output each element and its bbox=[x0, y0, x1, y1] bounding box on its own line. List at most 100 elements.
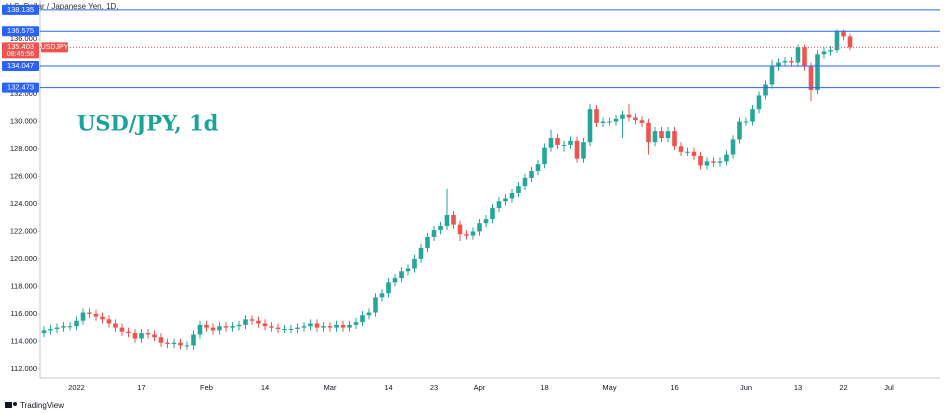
candle-body bbox=[210, 327, 216, 331]
candle-body bbox=[249, 319, 255, 321]
y-tick-label: 128.000 bbox=[10, 144, 37, 153]
candle-body bbox=[392, 278, 398, 283]
x-tick-label: 2022 bbox=[68, 383, 85, 392]
candle-body bbox=[425, 236, 430, 248]
symbol-box bbox=[41, 42, 68, 53]
candle-body bbox=[646, 122, 651, 143]
candle-body bbox=[568, 140, 573, 145]
candle-body bbox=[334, 324, 339, 328]
candle-body bbox=[139, 333, 144, 339]
candle-body bbox=[236, 324, 242, 327]
y-tick-label: 112.000 bbox=[10, 364, 37, 373]
candle-body bbox=[340, 324, 346, 328]
candle-body bbox=[308, 323, 313, 327]
candle-body bbox=[67, 326, 73, 328]
candle-body bbox=[386, 282, 391, 294]
candle-body bbox=[711, 161, 716, 163]
candle-body bbox=[717, 161, 723, 163]
candle-body bbox=[353, 322, 359, 325]
candle-body bbox=[74, 320, 79, 327]
candle-body bbox=[594, 109, 599, 123]
logo bbox=[5, 402, 17, 408]
candle-body bbox=[399, 271, 404, 279]
x-tick-label: 14 bbox=[261, 383, 269, 392]
candle-body bbox=[457, 224, 463, 235]
y-tick-label: 114.000 bbox=[10, 336, 37, 345]
header: U.S. Dollar / Japanese Yen, 1D, bbox=[6, 2, 119, 11]
y-tick-label: 122.000 bbox=[10, 226, 37, 235]
symbol-label: USDJPY bbox=[41, 44, 69, 51]
candle-body bbox=[600, 121, 606, 123]
candle-body bbox=[652, 131, 658, 143]
candle-body bbox=[503, 198, 508, 202]
x-tick-label: 16 bbox=[670, 383, 678, 392]
level-label: 136.575 bbox=[7, 26, 34, 35]
x-tick-label: 17 bbox=[137, 383, 145, 392]
candle-body bbox=[412, 258, 417, 269]
candle-body bbox=[379, 293, 385, 298]
candle-body bbox=[470, 231, 476, 236]
candle-body bbox=[282, 328, 287, 330]
candle-body bbox=[581, 142, 586, 159]
candle-body bbox=[665, 131, 671, 139]
candle-body bbox=[763, 84, 768, 96]
candle-body bbox=[269, 326, 274, 328]
candle-body bbox=[61, 326, 66, 328]
candle-body bbox=[828, 50, 833, 52]
y-tick-label: 124.000 bbox=[10, 199, 37, 208]
candle-body bbox=[737, 121, 742, 140]
level-label: 134.047 bbox=[7, 61, 34, 70]
candle-body bbox=[496, 201, 502, 209]
y-tick-label: 116.000 bbox=[10, 309, 37, 318]
candle-body bbox=[373, 297, 378, 313]
level-label: 132.473 bbox=[7, 83, 34, 92]
candle-body bbox=[191, 334, 196, 346]
candle-body bbox=[555, 138, 560, 145]
y-tick-label: 136.000 bbox=[10, 34, 37, 43]
candle-body bbox=[314, 323, 320, 328]
candle-body bbox=[483, 219, 489, 224]
candle-body bbox=[730, 139, 736, 155]
candle-body bbox=[171, 342, 177, 345]
x-tick-label: May bbox=[602, 383, 616, 392]
candle-body bbox=[158, 337, 164, 343]
candle-body bbox=[529, 171, 534, 178]
candle-body bbox=[756, 95, 762, 110]
y-tick-label: 120.000 bbox=[10, 254, 37, 263]
x-tick-label: Jun bbox=[740, 383, 752, 392]
candle-body bbox=[80, 312, 86, 321]
candle-body bbox=[802, 47, 807, 67]
candle-body bbox=[178, 342, 183, 346]
candle-body bbox=[620, 114, 625, 119]
last-price-box bbox=[2, 42, 39, 59]
x-tick-label: 18 bbox=[540, 383, 548, 392]
candle-body bbox=[639, 120, 645, 123]
x-tick-label: Mar bbox=[324, 383, 337, 392]
candle-body bbox=[295, 327, 300, 329]
x-tick-label: 14 bbox=[384, 383, 392, 392]
candle-body bbox=[678, 146, 684, 152]
candle-body bbox=[633, 117, 638, 121]
candle-body bbox=[821, 51, 827, 55]
candle-body bbox=[48, 328, 53, 331]
candle-body bbox=[113, 323, 118, 328]
candle-body bbox=[41, 330, 47, 334]
candle-body bbox=[165, 342, 170, 345]
level-label-box bbox=[2, 60, 39, 71]
candle-body bbox=[691, 151, 697, 156]
last-price-label: 135.403 bbox=[7, 42, 34, 51]
candle-body bbox=[327, 326, 333, 328]
candle-body bbox=[815, 54, 820, 90]
candle-body bbox=[223, 326, 229, 328]
candle-body bbox=[841, 30, 846, 37]
candle-body bbox=[54, 327, 60, 329]
candle-body bbox=[659, 131, 664, 139]
candle-body bbox=[789, 61, 794, 63]
candle-body bbox=[262, 323, 268, 327]
candle-body bbox=[561, 144, 567, 146]
level-label: 138.135 bbox=[7, 5, 34, 14]
level-label-box bbox=[2, 4, 39, 15]
candle-body bbox=[542, 147, 547, 165]
candle-body bbox=[516, 186, 521, 193]
